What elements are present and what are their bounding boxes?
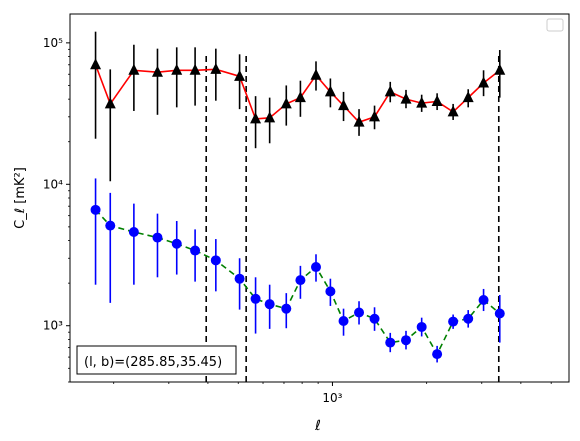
- y-tick-label: 10⁵: [43, 36, 63, 50]
- data-point-circle: [494, 308, 505, 319]
- data-point-circle: [385, 337, 396, 348]
- data-point-circle: [369, 313, 380, 324]
- data-point-triangle: [416, 96, 428, 108]
- data-point-triangle: [128, 63, 140, 75]
- series-group: [90, 31, 506, 182]
- data-point-triangle: [294, 91, 306, 103]
- data-point-triangle: [462, 91, 474, 103]
- data-point-triangle: [338, 99, 350, 111]
- data-point-circle: [432, 349, 443, 360]
- data-point-circle: [354, 307, 365, 318]
- data-point-circle: [210, 255, 221, 266]
- annotation-box: [76, 345, 237, 375]
- data-point-circle: [264, 299, 275, 310]
- data-point-circle: [281, 303, 292, 314]
- data-point-triangle: [353, 115, 365, 127]
- data-point-triangle: [171, 63, 183, 75]
- data-point-circle: [90, 204, 101, 215]
- data-point-triangle: [369, 110, 381, 122]
- data-point-circle: [448, 316, 459, 327]
- data-point-circle: [295, 275, 306, 286]
- data-point-circle: [128, 226, 139, 237]
- x-axis-label: ℓ: [314, 418, 321, 434]
- vertical-dashed-lines: [205, 52, 500, 382]
- data-point-circle: [250, 293, 261, 304]
- axis-ticks: 10³ 10⁴ 10⁵ 10³: [43, 36, 552, 405]
- data-point-circle: [234, 273, 245, 284]
- series-layer: [90, 31, 506, 363]
- data-point-triangle: [494, 63, 506, 75]
- data-point-triangle: [264, 111, 276, 123]
- series-group: [90, 178, 505, 363]
- data-point-circle: [310, 262, 321, 273]
- data-point-triangle: [324, 85, 336, 97]
- data-point-triangle: [250, 112, 262, 124]
- data-point-triangle: [310, 68, 322, 80]
- data-point-circle: [463, 313, 474, 324]
- data-point-triangle: [431, 94, 443, 106]
- data-point-triangle: [280, 97, 292, 109]
- data-point-circle: [416, 321, 427, 332]
- data-point-triangle: [447, 105, 459, 117]
- data-point-triangle: [234, 69, 246, 81]
- data-point-circle: [478, 295, 489, 306]
- legend-box: [546, 18, 564, 32]
- y-tick-label: 10³: [43, 319, 63, 333]
- x-tick-label: 10³: [322, 391, 342, 405]
- data-point-circle: [325, 286, 336, 297]
- data-point-circle: [338, 315, 349, 326]
- data-point-triangle: [384, 85, 396, 97]
- plot-frame: [69, 13, 570, 383]
- data-point-triangle: [151, 65, 163, 77]
- data-point-triangle: [400, 92, 412, 104]
- data-point-circle: [105, 220, 116, 231]
- y-axis-label: C_ℓ [mK²]: [13, 167, 28, 229]
- y-tick-label: 10⁴: [43, 177, 63, 191]
- data-point-triangle: [189, 63, 201, 75]
- annotation-text: (l, b)=(285.85,35.45): [84, 355, 222, 370]
- data-point-triangle: [210, 62, 222, 74]
- data-point-circle: [171, 238, 182, 249]
- data-point-triangle: [104, 97, 116, 109]
- data-point-circle: [190, 245, 201, 256]
- data-point-circle: [400, 335, 411, 346]
- data-point-triangle: [90, 58, 102, 70]
- data-point-circle: [152, 232, 163, 243]
- data-point-triangle: [478, 76, 490, 88]
